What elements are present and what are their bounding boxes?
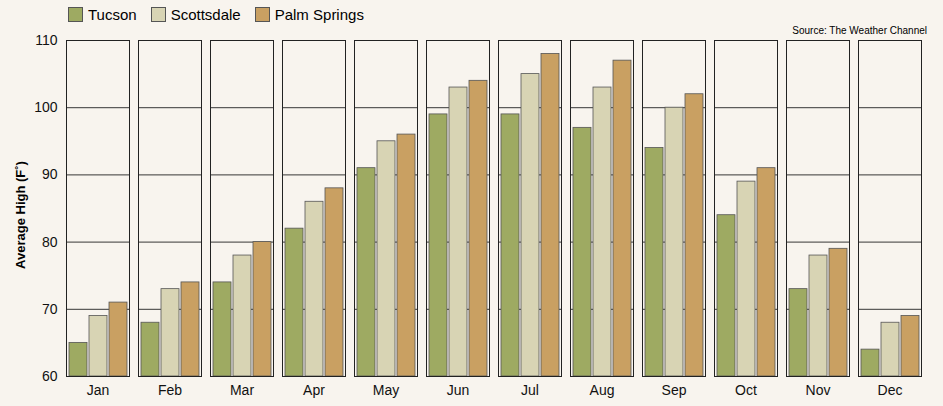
svg-text:Aug: Aug bbox=[590, 382, 615, 398]
html-text:Tucson: Tucson bbox=[88, 6, 137, 23]
svg-text:May: May bbox=[373, 382, 399, 398]
svg-text:110: 110 bbox=[35, 32, 58, 48]
svg-text:Dec: Dec bbox=[878, 382, 903, 398]
svg-text:Jun: Jun bbox=[447, 382, 470, 398]
html-text:Palm Springs: Palm Springs bbox=[274, 6, 364, 23]
svg-text:Apr: Apr bbox=[303, 382, 325, 398]
svg-text:Sep: Sep bbox=[662, 382, 687, 398]
html-text:Average High (F˚): Average High (F˚) bbox=[12, 161, 28, 269]
html-text:Scottsdale: Scottsdale bbox=[170, 6, 241, 23]
svg-text:Jul: Jul bbox=[521, 382, 539, 398]
svg-text:100: 100 bbox=[34, 99, 58, 115]
svg-text:70: 70 bbox=[42, 301, 58, 317]
svg-text:Oct: Oct bbox=[735, 382, 757, 398]
svg-text:Nov: Nov bbox=[806, 382, 831, 398]
svg-text:Mar: Mar bbox=[230, 382, 254, 398]
svg-text:60: 60 bbox=[42, 368, 58, 384]
svg-text:Jan: Jan bbox=[87, 382, 110, 398]
html-text:Source: The Weather Channel: Source: The Weather Channel bbox=[792, 25, 927, 36]
svg-text:80: 80 bbox=[42, 234, 58, 250]
svg-text:Feb: Feb bbox=[158, 382, 182, 398]
svg-text:90: 90 bbox=[42, 166, 58, 182]
